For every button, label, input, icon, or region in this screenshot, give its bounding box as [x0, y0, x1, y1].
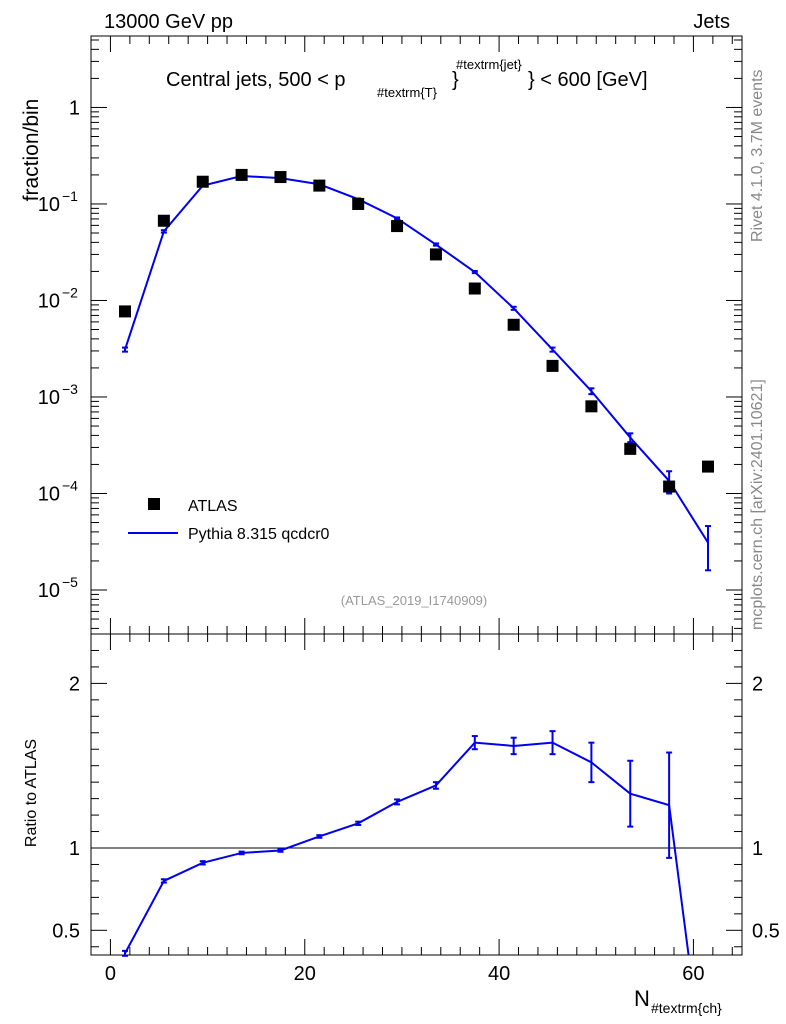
atlas-data-point [507, 318, 520, 331]
main-y-ticks [91, 39, 742, 629]
legend: ATLAS Pythia 8.315 qcdcr0 [128, 498, 330, 543]
main-y-tick-label: 10 [38, 387, 60, 409]
header-left-label: 13000 GeV pp [104, 11, 233, 33]
x-axis-label-main: N [634, 986, 650, 1011]
atlas-data-point [546, 359, 559, 372]
ratio-y-tick-label-right: 0.5 [752, 920, 780, 942]
atlas-data-point [352, 197, 365, 210]
main-panel: 10 −510 −410 −310 −210 −11 fraction/bin Centr… [20, 35, 743, 635]
pythia-ratio-line [124, 741, 690, 956]
atlas-data-point [663, 480, 676, 493]
main-y-tick-labels: 10 −510 −410 −310 −210 −11 [38, 97, 80, 602]
main-y-tick-exponent: −2 [62, 284, 78, 300]
ratio-y-tick-label-left: 0.5 [52, 920, 80, 942]
x-tick-label: 60 [682, 963, 704, 985]
title-superscript: #textrm{jet} [456, 57, 522, 72]
atlas-data-point [313, 179, 326, 192]
atlas-data-point [391, 220, 404, 233]
atlas-data-point [701, 460, 714, 473]
atlas-data-point [157, 214, 170, 227]
mcplots-label: mcplots.cern.ch [arXiv:2401.10621] [749, 379, 766, 630]
ratio-y-tick-label-right: 1 [752, 838, 763, 860]
atlas-data-point [274, 171, 287, 184]
analysis-label: (ATLAS_2019_I1740909) [341, 593, 487, 608]
ratio-y-axis-label: Ratio to ATLAS [23, 739, 40, 847]
x-tick-label: 20 [294, 963, 316, 985]
legend-atlas-marker [148, 498, 160, 510]
legend-pythia-label: Pythia 8.315 qcdcr0 [188, 526, 330, 543]
main-y-tick-exponent: −3 [62, 381, 78, 397]
atlas-data-point [624, 442, 637, 455]
ratio-y-tick-label-right: 2 [752, 673, 763, 695]
atlas-data-point [429, 248, 442, 261]
title-brace: } [452, 69, 459, 91]
x-tick-labels: 0 20 40 60 [105, 963, 705, 985]
main-y-axis-label: fraction/bin [20, 99, 43, 202]
main-x-ticks [109, 36, 733, 634]
x-axis-label: N #textrm{ch} [634, 986, 722, 1016]
chart-title: Central jets, 500 < p #textrm{T} } #text… [166, 57, 648, 100]
ratio-y-ticks [91, 649, 742, 948]
x-tick-label: 40 [488, 963, 510, 985]
x-tick-label: 0 [105, 963, 116, 985]
atlas-data-point [196, 175, 209, 188]
title-suffix: } < 600 [GeV] [528, 69, 648, 91]
main-y-tick-label: 10 [38, 580, 60, 602]
title-prefix: Central jets, 500 < p [166, 69, 346, 91]
ratio-panel: 0.5 0.5 1 1 2 2 0 20 40 60 Ratio to ATLAS N #tex… [23, 633, 780, 1016]
atlas-data-point [235, 168, 248, 181]
ratio-y-tick-label-left: 1 [69, 838, 80, 860]
rivet-label: Rivet 4.1.0, 3.7M events [749, 69, 766, 242]
main-y-tick-label: 1 [69, 97, 80, 119]
atlas-data-point [585, 400, 598, 413]
pythia-series-ratio [122, 730, 690, 957]
ratio-x-ticks [109, 634, 733, 955]
ratio-y-tick-labels: 0.5 0.5 1 1 2 2 [52, 673, 780, 942]
x-axis-label-sub: #textrm{ch} [651, 1000, 722, 1016]
atlas-data-point [468, 282, 481, 295]
main-y-tick-label: 10 [38, 483, 60, 505]
pythia-main-line [124, 174, 709, 544]
main-y-tick-exponent: −4 [62, 477, 78, 493]
main-y-tick-exponent: −1 [62, 188, 78, 204]
header-right-label: Jets [693, 11, 730, 33]
ratio-y-tick-label-left: 2 [69, 673, 80, 695]
ratio-plot-frame [90, 633, 743, 956]
main-plot-frame [90, 35, 743, 635]
title-subscript: #textrm{T} [377, 85, 438, 100]
main-y-tick-label: 10 [38, 194, 60, 216]
main-y-tick-exponent: −5 [62, 574, 78, 590]
legend-atlas-label: ATLAS [188, 498, 238, 515]
atlas-series-main [119, 168, 714, 493]
atlas-data-point [119, 305, 132, 318]
main-y-tick-label: 10 [38, 290, 60, 312]
